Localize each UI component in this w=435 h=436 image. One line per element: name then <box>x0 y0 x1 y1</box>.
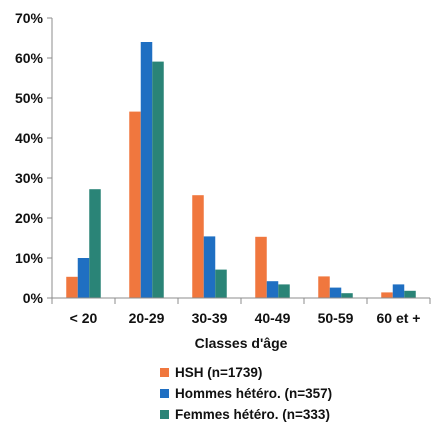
bar-hsh-n-1739-5 <box>318 276 330 298</box>
bar-hommes-h-t-ro-n-357-4 <box>266 281 279 298</box>
bar-femmes-h-t-ro-n-333-4 <box>278 284 290 298</box>
bar-hsh-n-1739-6 <box>381 292 393 298</box>
y-tick-label: 40% <box>15 130 44 146</box>
bar-hsh-n-1739-4 <box>255 236 267 298</box>
y-tick-label: 30% <box>15 170 44 186</box>
bar-hsh-n-1739-3 <box>192 195 204 298</box>
legend-swatch-femmes-hetero <box>160 410 169 419</box>
bar-femmes-h-t-ro-n-333-1 <box>89 189 101 298</box>
legend-label-hsh: HSH (n=1739) <box>175 365 263 380</box>
bar-femmes-h-t-ro-n-333-6 <box>404 290 416 298</box>
bar-hommes-h-t-ro-n-357-5 <box>329 287 342 298</box>
x-axis-title: Classes d'âge <box>195 335 288 351</box>
y-tick-label: 10% <box>15 250 44 266</box>
legend-item-hommes-hetero: Hommes hétéro. (n=357) <box>160 383 332 404</box>
x-tick-label: 60 et + <box>377 310 421 326</box>
x-tick-label: 50-59 <box>318 310 354 326</box>
bar-hommes-h-t-ro-n-357-3 <box>203 236 216 298</box>
x-tick-label: 30-39 <box>192 310 228 326</box>
bar-hommes-h-t-ro-n-357-2 <box>140 42 153 298</box>
legend-swatch-hsh <box>160 368 169 377</box>
legend-label-femmes-hetero: Femmes hétéro. (n=333) <box>175 407 330 422</box>
y-tick-label: 20% <box>15 210 44 226</box>
x-tick-label: 40-49 <box>255 310 291 326</box>
legend: HSH (n=1739) Hommes hétéro. (n=357) Femm… <box>160 362 332 425</box>
x-tick-label: 20-29 <box>129 310 165 326</box>
legend-label-hommes-hetero: Hommes hétéro. (n=357) <box>175 386 333 401</box>
bar-hommes-h-t-ro-n-357-1 <box>77 258 90 298</box>
y-tick-label: 0% <box>23 290 44 306</box>
legend-swatch-hommes-hetero <box>160 389 169 398</box>
bar-hsh-n-1739-1 <box>66 276 78 298</box>
legend-item-femmes-hetero: Femmes hétéro. (n=333) <box>160 404 332 425</box>
y-tick-label: 70% <box>15 10 44 26</box>
bar-femmes-h-t-ro-n-333-2 <box>152 61 164 298</box>
bar-femmes-h-t-ro-n-333-3 <box>215 269 227 298</box>
bar-hommes-h-t-ro-n-357-6 <box>392 284 405 298</box>
x-tick-label: < 20 <box>70 310 98 326</box>
y-tick-label: 50% <box>15 90 44 106</box>
bar-hsh-n-1739-2 <box>129 111 141 298</box>
y-tick-label: 60% <box>15 50 44 66</box>
legend-item-hsh: HSH (n=1739) <box>160 362 332 383</box>
bar-femmes-h-t-ro-n-333-5 <box>341 293 353 298</box>
